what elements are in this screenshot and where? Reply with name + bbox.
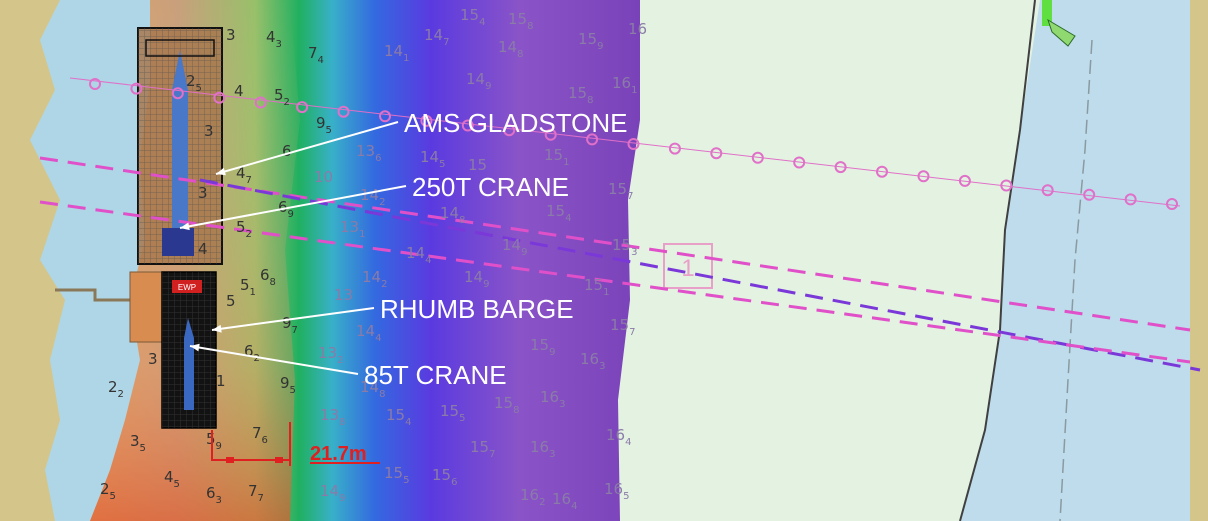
depth-sounding: 13 <box>334 286 353 304</box>
scale-bar-label: 21.7m <box>310 443 367 465</box>
depth-sounding: 10 <box>314 168 333 186</box>
depth-sounding: 3 <box>148 350 158 368</box>
depth-sounding: 3 <box>198 184 208 202</box>
chart-mark-label: 1 <box>681 255 694 282</box>
depth-sounding: 16 <box>628 20 647 38</box>
depth-sounding: 1 <box>216 372 226 390</box>
vessel-rhumb-barge[interactable]: EWP <box>162 272 216 428</box>
callout-rhumb-barge: RHUMB BARGE <box>380 294 574 324</box>
land-strip-right <box>1190 0 1208 521</box>
vessel-ams-gladstone[interactable] <box>138 28 222 264</box>
callout-ams-gladstone: AMS GLADSTONE <box>404 108 627 138</box>
depth-sounding: 6 <box>282 142 292 160</box>
depth-sounding: 4 <box>198 240 208 258</box>
callout-250t-crane: 250T CRANE <box>412 172 569 202</box>
depth-sounding: 4 <box>234 82 244 100</box>
ewp-tag: EWP <box>178 283 196 292</box>
depth-sounding: 5 <box>226 292 236 310</box>
depth-sounding: 3 <box>226 26 236 44</box>
depth-sounding: 3 <box>204 122 214 140</box>
callout-85t-crane: 85T CRANE <box>364 360 507 390</box>
wharf-deck <box>130 272 162 342</box>
